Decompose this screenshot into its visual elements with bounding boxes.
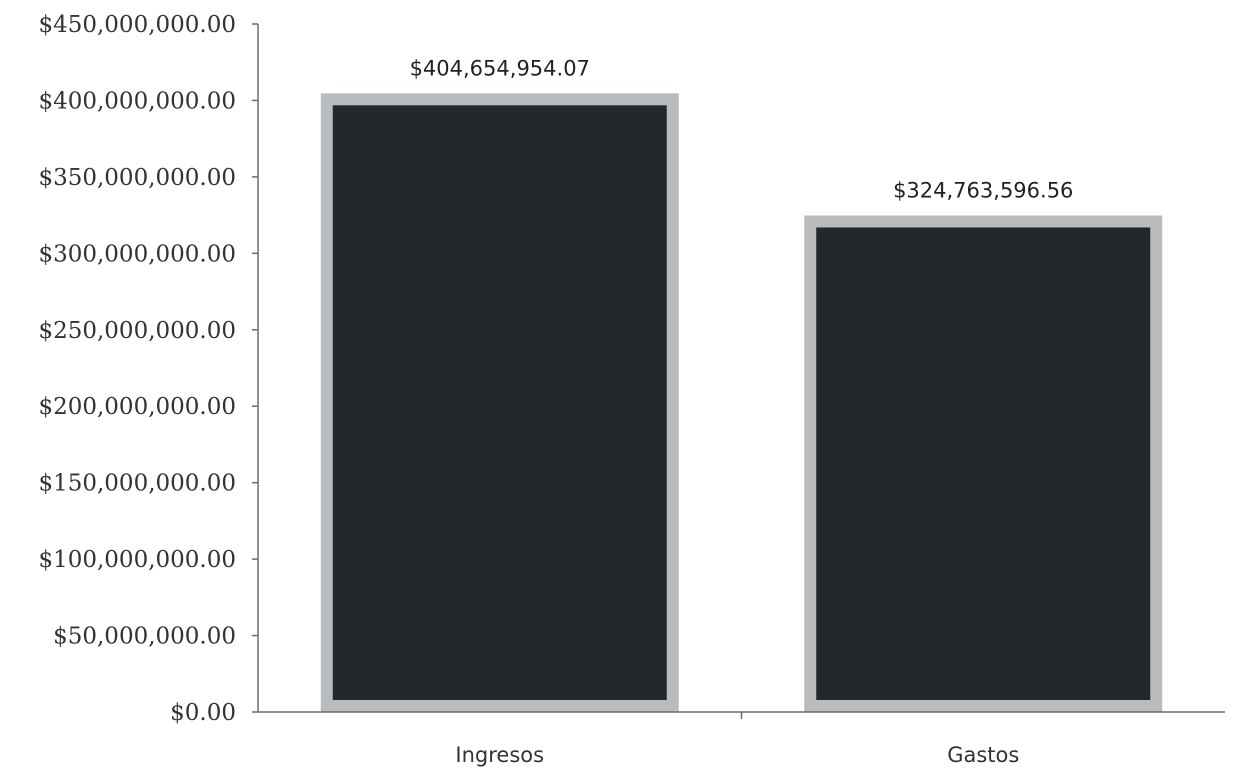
x-axis-ticks: Ingresos Gastos — [455, 712, 1019, 767]
y-tick-label: $200,000,000.00 — [38, 394, 236, 420]
data-label-gastos: $324,763,596.56 — [893, 178, 1073, 202]
bar-ingresos — [332, 105, 667, 701]
y-tick-label: $100,000,000.00 — [38, 547, 236, 573]
y-tick-label: $50,000,000.00 — [53, 624, 236, 650]
y-tick-label: $150,000,000.00 — [38, 471, 236, 497]
y-axis-ticks: $0.00 $50,000,000.00 $100,000,000.00 $150,0… — [38, 12, 258, 726]
x-tick-label-ingresos: Ingresos — [455, 743, 544, 767]
x-tick-label-gastos: Gastos — [947, 743, 1019, 767]
data-labels: $404,654,954.07 $324,763,596.56 — [410, 56, 1074, 202]
y-tick-label: $300,000,000.00 — [38, 241, 236, 267]
y-tick-label: $0.00 — [170, 700, 236, 726]
bars — [320, 93, 1163, 713]
y-tick-label: $250,000,000.00 — [38, 318, 236, 344]
y-tick-label: $350,000,000.00 — [38, 165, 236, 191]
data-label-ingresos: $404,654,954.07 — [410, 56, 590, 80]
bar-gastos — [816, 227, 1151, 701]
y-tick-label: $450,000,000.00 — [38, 12, 236, 38]
y-tick-label: $400,000,000.00 — [38, 88, 236, 114]
